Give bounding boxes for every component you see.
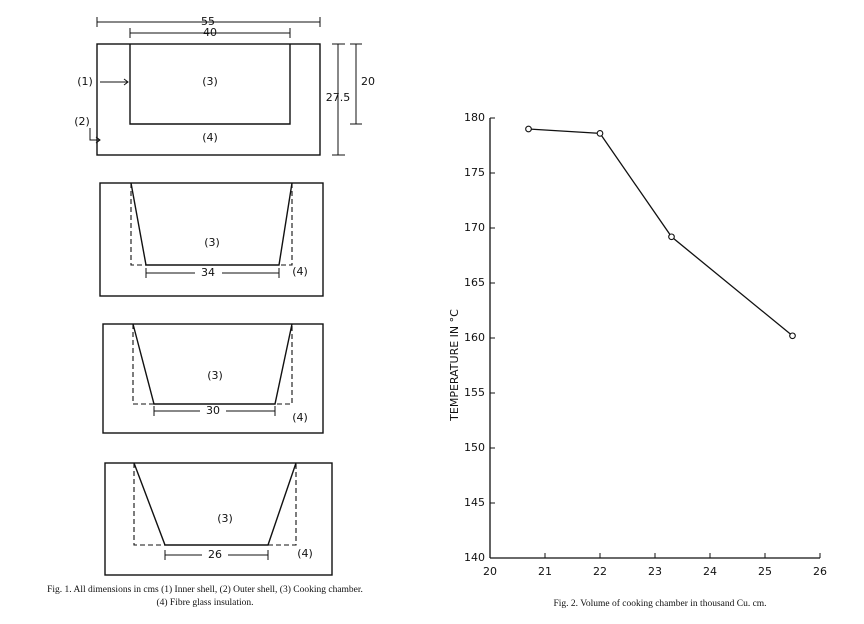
y-tick-label: 180 — [464, 111, 485, 124]
x-tick-label: 24 — [703, 565, 717, 578]
data-line — [528, 128, 793, 337]
x-tick-label: 26 — [813, 565, 827, 578]
cooking-chamber — [133, 462, 297, 546]
y-tick-label: 160 — [464, 331, 485, 344]
y-axis-label: TEMPERATURE IN °C — [448, 309, 461, 422]
cooking-chamber — [132, 323, 293, 405]
dimension-lines — [153, 406, 276, 416]
diagram-4: (3) 26 (4) — [104, 462, 333, 576]
label: (3) — [202, 75, 218, 88]
data-point — [525, 125, 532, 133]
label: (3) — [217, 512, 233, 525]
outer-shell — [96, 43, 321, 156]
x-tick-label: 23 — [648, 565, 662, 578]
chart: Fig. 2. Volume of cooking chamber in tho… — [448, 111, 827, 609]
chart-caption: Fig. 2. Volume of cooking chamber in tho… — [553, 598, 766, 609]
y-tick-label: 175 — [464, 166, 485, 179]
dimension: 27.5 — [326, 91, 351, 104]
y-tick-label: 145 — [464, 496, 485, 509]
dimension: 55 — [201, 15, 215, 28]
dimension-lines — [164, 550, 269, 560]
label: (4) — [292, 265, 308, 278]
dimension-lines — [96, 17, 321, 38]
outer-shell — [104, 462, 333, 576]
x-tick-label: 21 — [538, 565, 552, 578]
y-tick-label: 150 — [464, 441, 485, 454]
y-tick-label: 155 — [464, 386, 485, 399]
label: (4) — [297, 547, 313, 560]
label: (3) — [204, 236, 220, 249]
dimension: 40 — [203, 26, 217, 39]
label: (4) — [292, 411, 308, 424]
y-tick-label: 170 — [464, 221, 485, 234]
x-tick-label: 22 — [593, 565, 607, 578]
outer-shell — [102, 323, 324, 434]
inner-shell — [129, 44, 291, 125]
insulation-boundary — [130, 183, 293, 266]
y-tick-label: 140 — [464, 551, 485, 564]
dimension: 30 — [206, 404, 220, 417]
data-point — [789, 332, 796, 340]
diagram-1: 55 40 20 27.5 (1) (2) (3) (4) — [74, 15, 375, 156]
diagram-3: (3) 30 (4) — [102, 323, 324, 434]
figure-caption: (4) Fibre glass insulation. — [156, 597, 253, 608]
dimension: 26 — [208, 548, 222, 561]
dimension: 20 — [361, 75, 375, 88]
label: (2) — [74, 115, 90, 128]
dimension-lines — [145, 268, 280, 278]
outer-shell — [99, 182, 324, 297]
label: (1) — [77, 75, 93, 88]
y-tick-label: 165 — [464, 276, 485, 289]
x-tick-label: 25 — [758, 565, 772, 578]
cooking-chamber — [130, 182, 293, 266]
x-tick-label: 20 — [483, 565, 497, 578]
figure-caption: Fig. 1. All dimensions in cms (1) Inner … — [47, 584, 363, 595]
insulation-boundary — [132, 324, 293, 405]
label: (3) — [207, 369, 223, 382]
dimension-lines — [332, 43, 362, 156]
pointer-arrows — [89, 78, 129, 144]
data-point — [596, 130, 604, 137]
diagram-2: (3) 34 (4) — [99, 182, 324, 297]
label: (4) — [202, 131, 218, 144]
dimension: 34 — [201, 266, 215, 279]
data-point — [668, 233, 675, 241]
